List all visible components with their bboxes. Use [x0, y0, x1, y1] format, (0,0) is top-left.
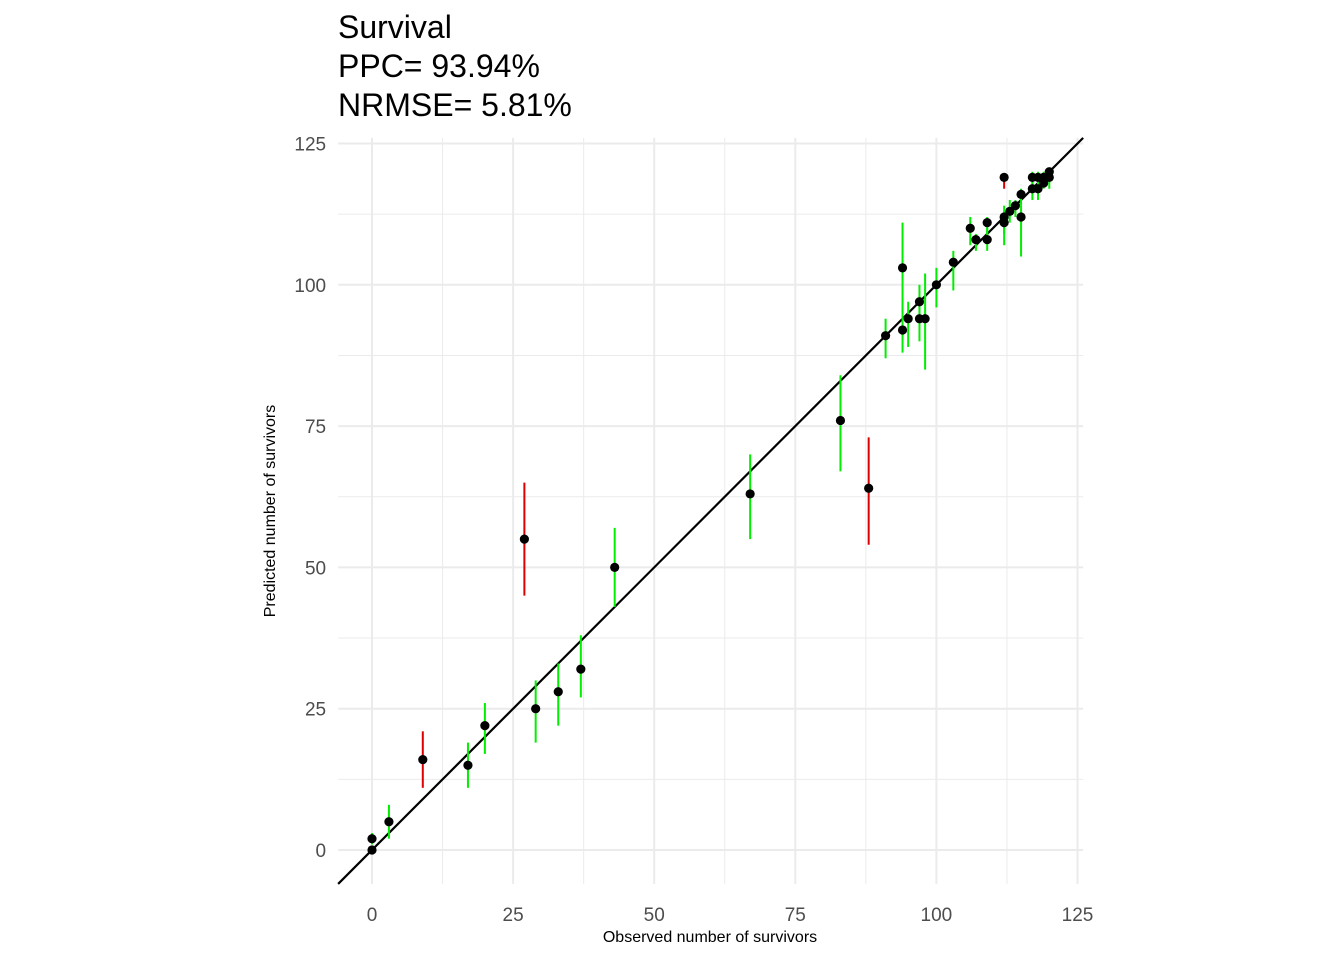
data-point — [1010, 201, 1021, 211]
data-point — [835, 415, 846, 426]
y-tick-label: 25 — [305, 700, 326, 721]
data-point — [367, 834, 377, 844]
data-point — [864, 483, 874, 493]
x-tick-label: 75 — [785, 905, 806, 926]
data-point — [519, 534, 529, 544]
y-tick-label: 75 — [305, 417, 326, 438]
chart-title-block: Survival PPC= 93.94% NRMSE= 5.81% — [338, 8, 572, 125]
x-tick-label: 100 — [921, 905, 953, 926]
reference-line-layer — [337, 137, 1084, 885]
data-point — [999, 172, 1009, 183]
chart-title: Survival — [338, 9, 452, 45]
data-point — [418, 754, 428, 765]
data-point — [531, 704, 541, 714]
data-point — [1016, 189, 1026, 199]
data-point — [384, 817, 394, 827]
y-axis-title: Predicted number of survivors — [262, 405, 279, 618]
data-point — [610, 562, 620, 573]
data-point — [463, 760, 473, 770]
data-point — [897, 325, 908, 335]
data-point — [1044, 167, 1054, 177]
data-point — [903, 314, 913, 324]
minor-gridlines — [338, 137, 1084, 884]
data-point — [745, 489, 755, 499]
y-tick-label: 125 — [294, 135, 326, 156]
x-tick-label: 0 — [367, 905, 378, 926]
x-axis-title: Observed number of survivors — [603, 929, 817, 946]
data-point — [931, 280, 942, 290]
data-point — [881, 331, 891, 341]
data-points — [367, 167, 1054, 855]
y-tick-label: 100 — [294, 276, 326, 297]
data-point — [553, 687, 563, 697]
data-point — [920, 314, 930, 324]
x-tick-label: 25 — [503, 905, 524, 926]
data-point — [367, 845, 377, 855]
y-tick-labels: 0 25 50 75 100 125 — [294, 135, 326, 863]
x-tick-labels: 0 25 50 75 100 125 — [367, 905, 1094, 926]
x-tick-label: 125 — [1062, 905, 1094, 926]
y-tick-label: 0 — [316, 841, 327, 862]
chart-subtitle-ppc: PPC= 93.94% — [338, 48, 540, 84]
y-tick-label: 50 — [305, 558, 326, 579]
data-point — [914, 297, 925, 307]
data-point — [999, 218, 1009, 228]
data-point — [576, 664, 586, 674]
chart-subtitle-nrmse: NRMSE= 5.81% — [338, 87, 572, 123]
data-point — [1016, 212, 1026, 222]
data-point — [1033, 184, 1043, 194]
major-gridlines — [338, 137, 1084, 884]
data-point — [965, 223, 975, 233]
data-point — [948, 257, 958, 267]
identity-reference-line — [337, 137, 1084, 885]
data-point — [480, 721, 490, 731]
data-point — [982, 218, 992, 228]
data-point — [971, 234, 981, 245]
data-point — [1005, 206, 1015, 216]
data-point — [982, 234, 992, 245]
x-tick-label: 50 — [644, 905, 665, 926]
data-point — [897, 263, 908, 273]
